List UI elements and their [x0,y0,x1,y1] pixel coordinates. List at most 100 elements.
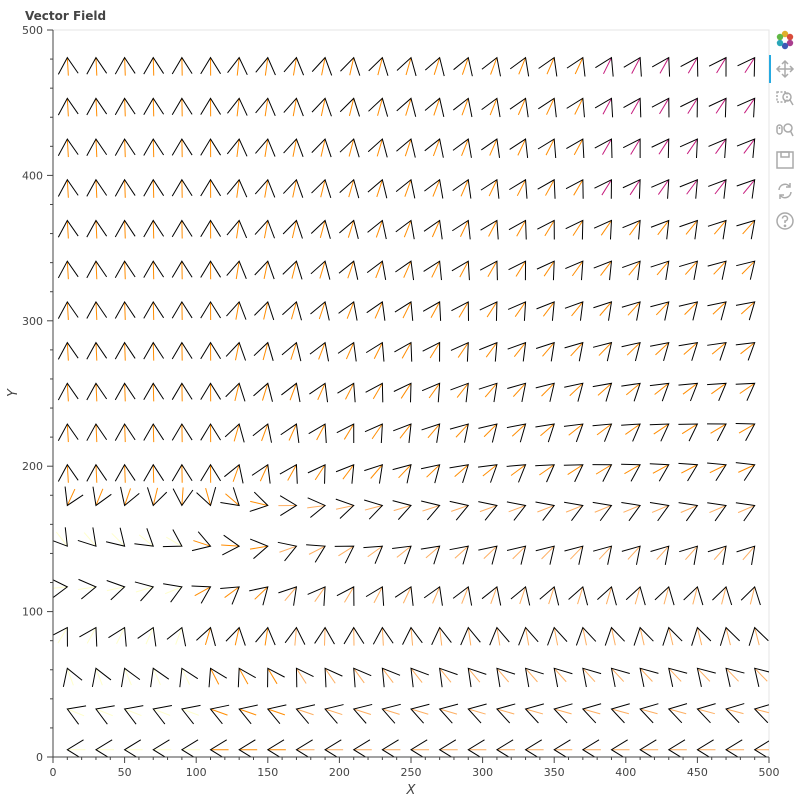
vector-wedge [518,626,539,646]
vector-glyph [621,382,641,402]
vector-wedge [737,97,756,118]
vector-center-line [496,627,501,646]
vector-glyph [282,300,302,321]
reset-icon[interactable] [773,179,797,203]
vector-wedge [283,138,304,158]
vector-wedge [621,301,641,321]
save-icon[interactable] [773,148,797,172]
vector-wedge [200,138,221,156]
vector-glyph [220,487,240,507]
vector-wedge [152,705,173,725]
vector-wedge [452,219,471,240]
vector-center-line [224,586,240,598]
vector-center-line [164,586,183,595]
vector-center-line [345,383,355,400]
vector-center-line [454,545,469,559]
vector-glyph [77,527,97,547]
wheel-zoom-icon[interactable] [773,118,797,142]
vector-glyph [57,423,79,443]
vector-wedge [496,667,516,688]
vector-wedge [623,56,642,77]
vector-center-line [514,301,526,317]
vector-wedge [324,739,342,757]
vector-wedge [249,586,269,606]
vector-glyph [553,703,573,724]
vector-wedge [86,56,108,75]
vector-wedge [266,739,285,757]
vector-center-line [193,540,211,547]
vector-glyph [143,219,165,239]
vector-glyph [143,56,165,76]
vector-wedge [451,301,470,321]
vector-glyph [423,586,443,606]
vector-wedge [610,703,630,724]
x-tick-label: 250 [401,766,422,779]
vector-wedge [536,260,555,281]
vector-center-line [145,627,154,645]
vector-center-line [629,220,641,236]
vector-wedge [393,423,412,443]
vector-wedge [740,585,761,606]
x-tick-label: 500 [759,766,780,779]
vector-center-line [611,708,630,715]
vector-wedge [392,464,412,484]
vector-center-line [345,342,355,360]
vector-wedge [581,739,600,757]
vector-center-line [95,179,98,198]
x-tick-label: 450 [687,766,708,779]
vector-glyph [393,382,412,403]
vector-glyph [363,545,384,564]
vector-wedge [249,491,269,512]
vector-glyph [254,260,275,280]
vector-wedge [592,382,613,402]
vector-wedge [410,703,430,724]
vector-center-line [714,179,727,195]
help-icon[interactable] [773,209,797,233]
vector-glyph [255,138,276,157]
vector-center-line [66,139,69,158]
vector-wedge [479,301,498,321]
vector-center-line [630,98,641,115]
vector-glyph [707,260,727,280]
vector-center-line [342,464,355,480]
vector-wedge [650,545,670,565]
vector-field[interactable] [49,56,773,760]
box-zoom-icon[interactable] [773,86,797,110]
vector-center-line [66,301,69,320]
vector-wedge [352,739,371,757]
vector-glyph [621,501,642,522]
vector-center-line [425,545,440,559]
vector-wedge [509,97,529,118]
vector-glyph [86,219,108,239]
pan-icon[interactable] [773,57,797,81]
vector-glyph [295,667,314,688]
vector-wedge [392,545,412,565]
vector-glyph [180,704,201,725]
vector-center-line [307,504,326,509]
vector-wedge [622,260,641,281]
vector-center-line [432,586,441,604]
vector-wedge [593,260,613,281]
vector-wedge [172,488,194,507]
vector-wedge [508,260,527,281]
vector-center-line [496,708,515,715]
vector-center-line [372,383,383,400]
vector-wedge [649,502,670,522]
vector-center-line [232,464,240,482]
vector-glyph [535,545,555,565]
bokeh-logo-icon[interactable] [773,28,797,52]
vector-glyph [365,382,384,403]
vector-wedge [452,138,472,158]
vector-glyph [460,626,481,646]
vector-wedge [563,423,584,443]
vector-wedge [366,260,387,280]
vector-wedge [708,97,727,118]
vector-glyph [392,545,412,565]
vector-glyph [420,545,441,565]
vector-center-line [319,261,326,279]
vector-wedge [226,178,248,198]
vector-glyph [282,219,303,239]
vector-center-line [124,488,131,506]
vector-glyph [310,300,330,321]
vector-glyph [678,382,699,402]
